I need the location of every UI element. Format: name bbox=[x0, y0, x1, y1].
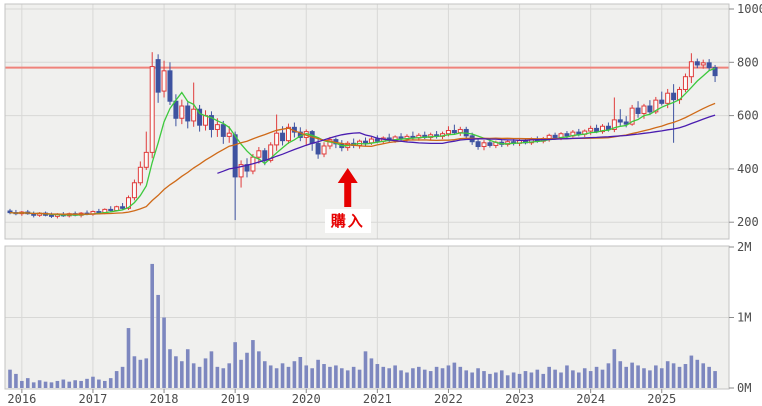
svg-text:800: 800 bbox=[737, 55, 759, 69]
svg-text:2020: 2020 bbox=[292, 392, 321, 406]
volume-series bbox=[8, 263, 717, 388]
svg-text:2022: 2022 bbox=[434, 392, 463, 406]
buy-annotation-label: 購入 bbox=[324, 209, 371, 233]
svg-text:0M: 0M bbox=[737, 381, 751, 395]
svg-text:2019: 2019 bbox=[221, 392, 250, 406]
svg-text:2018: 2018 bbox=[150, 392, 179, 406]
moving-average-lines bbox=[9, 67, 716, 216]
long-term-ma-line bbox=[217, 114, 716, 174]
right-axis-labels: 1000 800 600 400 200 2M 1M 0M bbox=[729, 2, 762, 395]
panel-backgrounds bbox=[5, 4, 729, 389]
svg-text:2017: 2017 bbox=[78, 392, 107, 406]
svg-text:2016: 2016 bbox=[7, 392, 36, 406]
buy-arrow bbox=[337, 168, 358, 207]
short-term-ma-line bbox=[9, 67, 716, 216]
x-axis-year-labels: 2016 2017 2018 2019 2020 2021 2022 2023 2024 2025 bbox=[7, 389, 676, 406]
svg-text:2021: 2021 bbox=[363, 392, 392, 406]
gridlines bbox=[5, 4, 729, 389]
medium-term-ma-line bbox=[9, 102, 716, 215]
svg-text:1000: 1000 bbox=[737, 2, 762, 16]
svg-text:200: 200 bbox=[737, 215, 759, 229]
svg-text:2024: 2024 bbox=[576, 392, 605, 406]
svg-text:400: 400 bbox=[737, 162, 759, 176]
svg-text:600: 600 bbox=[737, 109, 759, 123]
svg-text:2025: 2025 bbox=[647, 392, 676, 406]
svg-text:2023: 2023 bbox=[505, 392, 534, 406]
svg-text:2M: 2M bbox=[737, 240, 751, 254]
up-arrow-icon bbox=[337, 168, 358, 207]
svg-text:1M: 1M bbox=[737, 311, 751, 325]
